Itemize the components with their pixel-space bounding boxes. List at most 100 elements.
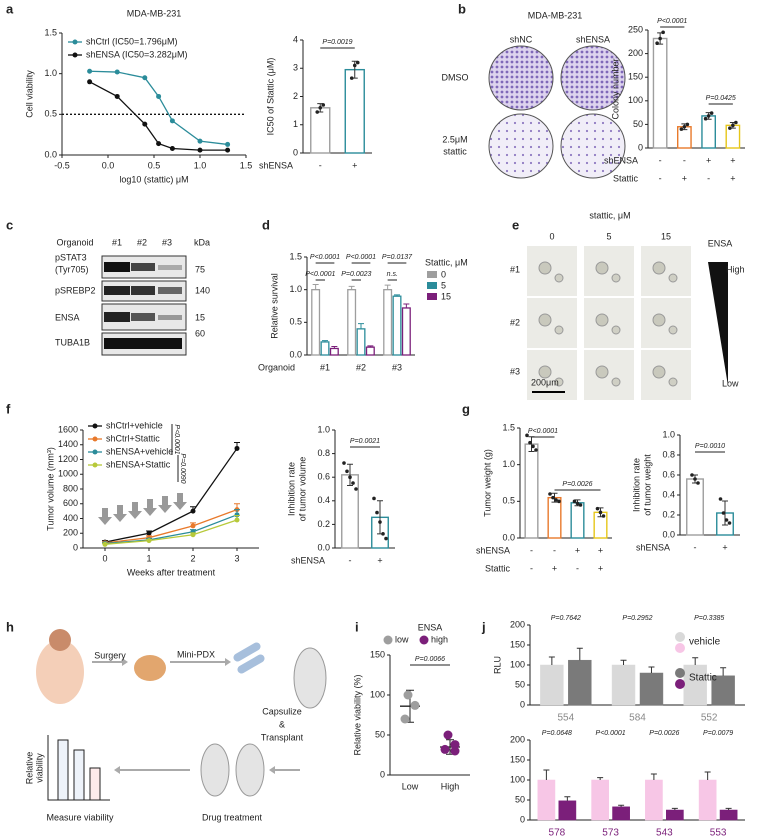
y-tick-label: 400 [63,513,78,523]
category-label: + [552,563,557,573]
data-point [724,518,729,522]
x-tick-label: 1.5 [240,160,253,170]
error-bar [394,294,400,297]
y-tick-label: 100 [510,659,525,669]
band [131,263,155,271]
legend-title: ENSA [418,622,443,632]
y-tick-label: 1 [293,119,298,129]
category-label: + [730,173,735,183]
y-axis-label: Colony number [610,58,620,119]
y-tick-label: 800 [63,483,78,493]
bar [701,115,716,149]
image-tile [584,350,634,400]
category-label: - [530,545,533,555]
bar [524,443,539,539]
y-tick-label: 0.4 [662,489,675,499]
data-point [601,514,606,518]
treatment-arrow [173,493,187,510]
p-value: P=0.7642 [551,615,581,622]
data-point [734,120,738,125]
gradient-wedge [708,262,728,386]
band [131,313,155,321]
bar [547,496,562,539]
image-tile [527,246,577,296]
data-point [531,444,535,449]
patient-icon [36,640,84,704]
data-point [679,127,684,131]
bar [652,37,668,149]
data-point [598,510,603,515]
y-axis-label: Cell viability [24,70,34,118]
error-bar [618,804,625,807]
image-tile [641,246,691,296]
error-bar [548,656,555,665]
y-tick-label: 0.5 [44,109,57,119]
panel-label: h [6,619,14,634]
data-point [731,123,735,128]
error-bar [564,796,571,801]
error-bar [576,647,583,661]
organoid [652,261,666,275]
y-tick-label: 0.4 [317,495,330,505]
bar [392,295,402,356]
legend-marker [92,436,98,442]
bar [347,289,357,356]
bar [320,341,330,356]
p-value: P<0.0001 [346,254,376,261]
panel-label: b [458,1,466,16]
row-label: shENSA [604,155,638,165]
column-label: 15 [661,231,671,241]
data-point [197,138,203,144]
dish [488,113,554,179]
panel-label: a [6,1,14,16]
data-point [384,536,388,541]
y-tick-label: 200 [510,619,525,629]
p-value: P<0.0001 [657,18,687,25]
bar [591,779,609,821]
category-label: - [319,160,322,170]
organoid [595,313,609,327]
data-point [354,487,358,491]
y-tick-label: 50 [375,729,385,739]
y-tick-label: 1.5 [502,422,515,432]
organoid [595,365,609,379]
organoid-images: stattic, μM 0 5 15 #1 #2 #3 ENSA High Lo… [510,210,745,400]
error-bar [367,345,374,348]
bar [558,800,577,821]
category-label: 543 [656,828,673,839]
category-label: High [441,781,460,791]
y-tick-label: 150 [510,639,525,649]
category-label: #3 [392,362,402,372]
data-point [693,477,697,481]
category-label: 553 [710,828,727,839]
x-axis-label: Organoid [258,362,295,372]
scale-bar-label: 200μm [531,377,559,387]
patient-head [49,629,71,651]
y-tick-label: 200 [628,48,643,58]
data-point [142,121,148,127]
data-point [102,541,108,547]
legend-marker [383,635,393,645]
dish [560,113,626,179]
error-bar [347,463,353,475]
organoid [538,261,552,275]
y-tick-label: 1400 [58,439,78,449]
plot-axes [47,735,110,801]
y-tick-label: 1.5 [289,251,302,261]
y-tick-label: 100 [510,774,525,784]
protein-label: ENSA [55,312,80,322]
marker-label: 140 [195,285,210,295]
p-value: P<0.0001 [528,428,558,435]
y-tick-label: 0 [520,699,525,709]
y-tick-label: 1200 [58,454,78,464]
bar [537,779,556,821]
organoid [611,273,621,283]
data-point [114,69,120,75]
data-point [146,538,152,544]
category-label: + [730,155,735,165]
step-label: Mini-PDX [177,649,215,659]
legend-swatch [675,632,685,642]
row-label: shENSA [291,555,325,565]
x-tick-label: 0.5 [148,160,161,170]
